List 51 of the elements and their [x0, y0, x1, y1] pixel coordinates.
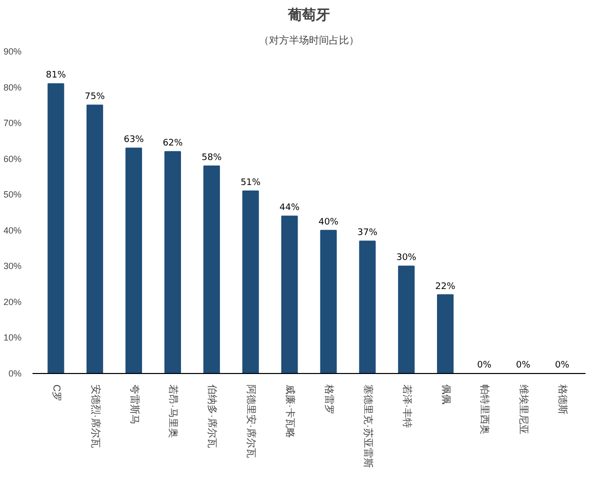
data-label: 62%	[162, 138, 184, 149]
data-label: 40%	[318, 217, 339, 228]
y-tick-label: 40%	[3, 225, 22, 236]
y-tick-label: 80%	[3, 82, 22, 92]
x-tick-label: 阿德里安·席尔瓦	[245, 384, 258, 458]
data-label: 0%	[516, 360, 531, 370]
x-tick-label: 佩佩	[440, 384, 451, 404]
y-tick-label: 60%	[3, 154, 22, 164]
bar	[125, 148, 142, 374]
data-label: 51%	[240, 178, 262, 188]
data-label: 37%	[357, 228, 378, 238]
x-tick-label: C罗	[50, 384, 62, 402]
bar	[320, 230, 337, 374]
data-label: 22%	[435, 282, 456, 292]
x-tick-label: 塞德里克·苏亚雷斯	[362, 384, 374, 468]
x-tick-label: 格德斯	[556, 384, 569, 414]
bar	[437, 294, 454, 374]
y-tick-label: 70%	[3, 118, 22, 128]
x-tick-label: 夸雷斯马	[128, 384, 140, 424]
y-tick-label: 0%	[8, 368, 22, 378]
x-tick-label: 安德烈·席尔瓦	[89, 384, 102, 448]
bar	[281, 216, 298, 374]
y-tick-label: 10%	[3, 332, 22, 343]
data-label: 30%	[396, 253, 417, 264]
bar	[242, 190, 259, 374]
y-tick-label: 90%	[3, 46, 22, 56]
bar	[164, 151, 181, 374]
bar	[203, 165, 220, 374]
data-label: 44%	[280, 203, 300, 214]
bar	[86, 104, 104, 374]
x-tick-label: 维埃里尼亚	[518, 384, 530, 434]
data-label: 58%	[202, 152, 222, 163]
data-label: 81%	[46, 70, 66, 81]
data-label: 0%	[477, 360, 492, 370]
x-tick-label: 若昂·马里奥	[167, 384, 180, 438]
x-tick-label: 帕特里西奥	[478, 384, 491, 434]
y-tick-label: 30%	[3, 261, 22, 272]
chart-title: 葡萄牙	[287, 8, 330, 24]
x-tick-label: 威廉·卡瓦略	[284, 384, 296, 438]
bar	[398, 266, 415, 374]
y-tick-label: 20%	[3, 296, 22, 307]
data-label: 75%	[84, 92, 106, 102]
y-tick-label: 50%	[3, 190, 22, 200]
bar	[48, 83, 64, 374]
chart-subtitle: （对方半场时间占比）	[259, 34, 359, 46]
x-tick-label: 格雷罗	[322, 384, 335, 414]
x-tick-label: 伯纳多·席尔瓦	[206, 384, 218, 448]
bar	[359, 240, 376, 374]
data-label: 63%	[124, 135, 144, 146]
data-label: 0%	[554, 360, 570, 370]
x-tick-label: 若泽·丰特	[400, 384, 413, 428]
